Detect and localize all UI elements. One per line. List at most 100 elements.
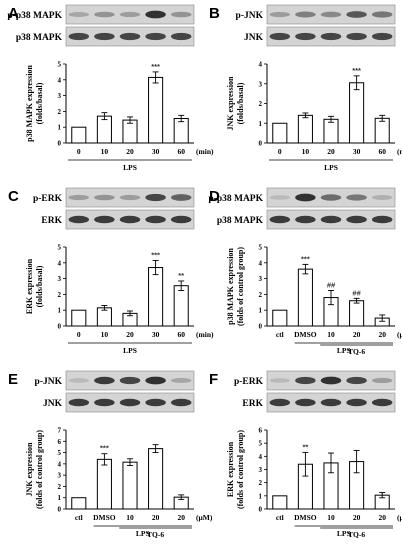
blot-band [170,11,192,18]
y-axis-label: p38 MAPK expression [25,65,34,142]
significance-label: ** [178,271,184,280]
blot-band [94,32,115,41]
bar [349,82,365,144]
blot-band [295,398,316,407]
blot-band [371,11,393,18]
x-category-label: 10 [327,513,335,522]
blot-band [68,194,90,201]
blot-band [320,376,342,385]
x-category-label: 30 [353,147,361,156]
bar [71,126,87,144]
blot-label: p-p38 MAPK [208,194,263,204]
blot-band [145,376,166,385]
bar [272,309,288,327]
blot-band [94,215,115,224]
blot-label: p-ERK [33,194,63,204]
x-category-label: 10 [126,513,134,522]
panel-label: E [8,371,18,388]
bar [148,267,164,327]
x-unit-label: (min) [196,330,214,339]
x-category-label: 20 [353,513,361,522]
x-category-label: 20 [327,147,335,156]
significance-label: ## [352,288,361,297]
y-tick-label: 1 [58,124,62,132]
bar [173,118,189,144]
group-label: LPS [123,163,137,172]
bar [323,118,339,144]
blot-band [119,194,141,201]
blot-band [320,398,342,407]
blot-label: JNK [43,399,63,409]
x-category-label: 20 [378,513,386,522]
y-tick-label: 2 [259,100,263,108]
y-tick-label: 1 [259,120,263,128]
blot-band [371,398,393,407]
y-axis-label: (folds of control group) [236,430,245,509]
group-label: LPS [136,529,150,538]
blot-band [119,376,141,385]
y-tick-label: 2 [58,483,62,491]
y-tick-label: 2 [58,108,62,116]
blot-band [269,11,291,18]
bar [96,115,112,144]
y-tick-label: 3 [259,466,263,474]
y-tick-label: 1 [259,492,263,500]
blot-band [269,195,291,200]
blot-band [346,32,367,41]
chart-svg: Ap-p38 MAPK p38 MAPK 0 1 2 3 4 5 p38 MAPK expres… [7,4,214,172]
y-tick-label: 1 [58,307,62,315]
blot-band [94,11,115,18]
blot-band [94,194,115,201]
blot-label: p38 MAPK [16,33,63,43]
y-tick-label: 7 [58,427,62,435]
blot-band [145,32,166,41]
panel-label: F [209,371,218,388]
y-axis-label: JNK expression [226,76,235,130]
blot-band [371,32,393,41]
y-tick-label: 4 [58,259,62,267]
y-tick-label: 0 [58,506,62,514]
y-axis-label: JNK expression [25,442,34,496]
blot-band [170,215,192,224]
x-category-label: 60 [378,147,386,156]
y-tick-label: 5 [58,244,62,252]
y-tick-label: 5 [58,449,62,457]
blot-band [170,377,192,384]
blot-band [68,215,90,224]
blot-band [371,195,393,200]
x-unit-label: (min) [397,147,402,156]
bar [148,448,164,510]
blot-band [68,398,90,407]
y-tick-label: 4 [58,76,62,84]
y-tick-label: 0 [259,140,263,148]
blot-band [269,215,291,224]
y-tick-label: 5 [259,244,263,252]
y-axis-label: (folds/basal) [35,265,44,307]
significance-label: ** [302,442,308,451]
x-category-label: 10 [302,147,310,156]
blot-band [68,11,90,18]
blot-band [269,398,291,407]
x-category-label: 0 [77,147,81,156]
blot-band [119,11,141,18]
blot-band [371,377,393,384]
x-category-label: ctl [276,330,284,339]
x-category-label: 10 [101,330,109,339]
blot-band [145,398,166,407]
x-category-label: 20 [152,513,160,522]
bar [148,76,164,144]
group-label: LPS [324,163,338,172]
y-tick-label: 3 [259,275,263,283]
blot-band [170,398,192,407]
subgroup-label: TQ-6 [348,530,365,539]
y-tick-label: 4 [58,460,62,468]
y-tick-label: 3 [58,92,62,100]
x-unit-label: (μM) [196,513,213,522]
chart-svg: Dp-p38 MAPK p38 MAPK 0 1 2 3 4 5 p38 MAPK expres… [208,187,402,356]
blot-band [346,194,367,201]
blot-band [295,32,316,41]
